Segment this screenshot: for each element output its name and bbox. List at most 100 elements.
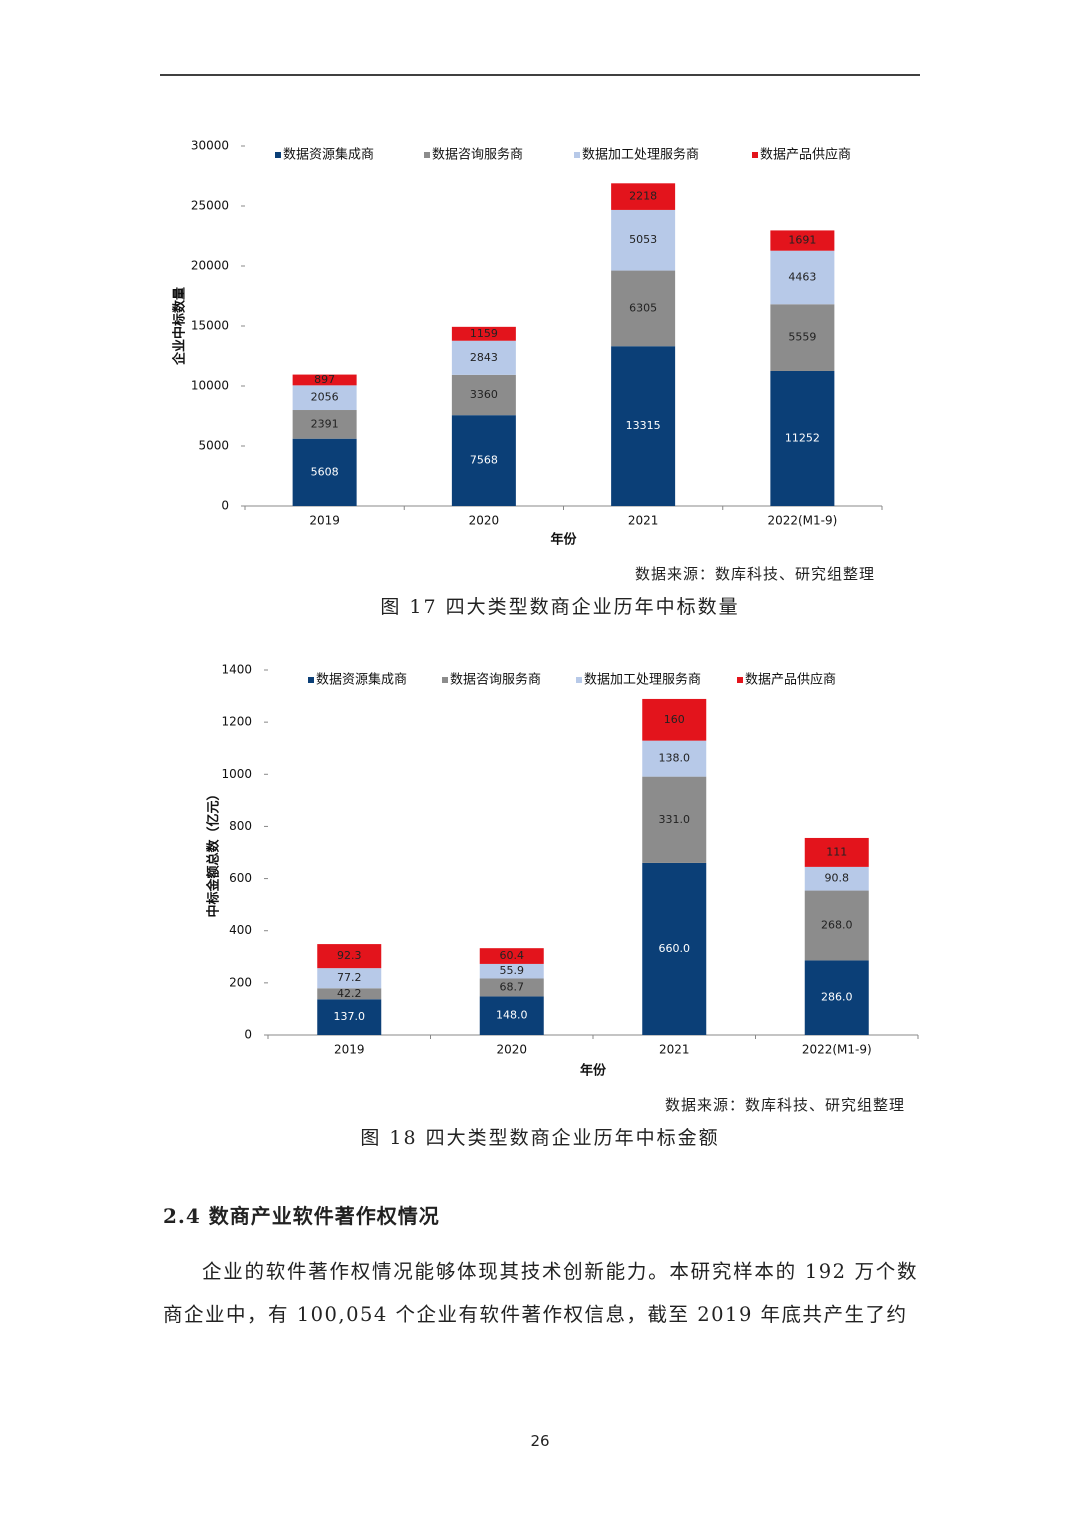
- bar-segment: [770, 250, 835, 305]
- bar-segment: [317, 999, 382, 1035]
- value-label: 2391: [311, 417, 339, 430]
- legend-label: 数据加工处理服务商: [584, 672, 701, 688]
- bar-segment: [292, 385, 357, 411]
- bar-segment: [642, 776, 707, 863]
- value-label: 77.2: [337, 971, 362, 984]
- y-tick-label: 0: [221, 499, 229, 513]
- value-label: 2218: [629, 190, 657, 203]
- section-heading: 2.4 数商产业软件著作权情况: [163, 1204, 440, 1228]
- bar-segment: [479, 996, 544, 1035]
- page-number: 26: [530, 1432, 550, 1450]
- y-tick-label: 15000: [191, 319, 229, 333]
- figure-caption: 图 18 四大类型数商企业历年中标金额: [360, 1127, 720, 1149]
- y-tick-label: 20000: [191, 259, 229, 273]
- x-tick-label: 2020: [469, 514, 500, 528]
- bar-segment: [804, 960, 869, 1035]
- value-label: 4463: [788, 270, 816, 283]
- y-tick-label: 1400: [221, 663, 252, 677]
- value-label: 5053: [629, 233, 657, 246]
- value-label: 92.3: [337, 949, 362, 962]
- x-tick-label: 2022(M1-9): [802, 1043, 872, 1057]
- bar-segment: [317, 944, 382, 969]
- legend-swatch: [442, 677, 448, 683]
- figure-caption: 图 17 四大类型数商企业历年中标数量: [380, 596, 740, 618]
- x-axis-title: 年份: [580, 1063, 607, 1079]
- value-label: 2843: [470, 351, 498, 364]
- y-tick-label: 200: [229, 975, 252, 989]
- value-label: 6305: [629, 301, 657, 314]
- bar-segment: [642, 740, 707, 777]
- legend-swatch: [308, 677, 314, 683]
- value-label: 331.0: [659, 813, 691, 826]
- value-label: 138.0: [659, 752, 691, 765]
- y-tick-label: 800: [229, 819, 252, 833]
- bar-segment: [292, 438, 357, 506]
- y-tick-label: 400: [229, 923, 252, 937]
- value-label: 286.0: [821, 991, 853, 1004]
- bar-segment: [804, 837, 869, 867]
- legend-label: 数据产品供应商: [745, 672, 836, 688]
- value-label: 60.4: [500, 949, 525, 962]
- y-axis-title: 企业中标数量: [172, 287, 188, 366]
- bar-segment: [611, 346, 676, 506]
- x-tick-label: 2021: [628, 514, 659, 528]
- legend-swatch: [576, 677, 582, 683]
- bar-segment: [451, 340, 516, 375]
- legend-swatch: [574, 152, 580, 158]
- bar-segment: [292, 410, 357, 439]
- bar-segment: [642, 862, 707, 1035]
- value-label: 11252: [785, 431, 820, 444]
- y-tick-label: 600: [229, 871, 252, 885]
- value-label: 5559: [788, 331, 816, 344]
- x-tick-label: 2019: [334, 1043, 365, 1057]
- bar-segment: [770, 230, 835, 251]
- legend-label: 数据咨询服务商: [450, 672, 541, 688]
- paragraph: 企业的软件著作权情况能够体现其技术创新能力。本研究样本的 192 万个数商企业中…: [163, 1260, 918, 1326]
- bar-segment: [611, 209, 676, 271]
- legend-swatch: [424, 152, 430, 158]
- y-tick-label: 0: [244, 1028, 252, 1042]
- bar-segment: [292, 374, 357, 386]
- bar-segment: [770, 304, 835, 371]
- value-label: 13315: [626, 419, 661, 432]
- y-tick-label: 30000: [191, 139, 229, 153]
- y-tick-label: 5000: [198, 439, 229, 453]
- legend-label: 数据资源集成商: [316, 672, 407, 688]
- bar-segment: [479, 948, 544, 964]
- value-label: 3360: [470, 388, 498, 401]
- legend-label: 数据资源集成商: [283, 147, 374, 163]
- value-label: 7568: [470, 454, 498, 467]
- value-label: 1159: [470, 327, 498, 340]
- value-label: 111: [826, 845, 847, 858]
- bar-segment: [317, 988, 382, 1000]
- bar-segment: [451, 374, 516, 416]
- bar-segment: [804, 866, 869, 891]
- y-axis-title: 中标金额总数（亿元）: [206, 787, 222, 917]
- value-label: 68.7: [500, 980, 525, 993]
- bar-segment: [611, 270, 676, 347]
- y-tick-label: 1200: [221, 715, 252, 729]
- value-label: 90.8: [825, 872, 850, 885]
- legend-label: 数据产品供应商: [760, 147, 851, 163]
- bar-segment: [317, 968, 382, 989]
- value-label: 148.0: [496, 1009, 528, 1022]
- bar-segment: [642, 698, 707, 741]
- legend-swatch: [737, 677, 743, 683]
- x-tick-label: 2021: [659, 1043, 690, 1057]
- value-label: 1691: [788, 234, 816, 247]
- value-label: 2056: [311, 391, 339, 404]
- value-label: 42.2: [337, 987, 362, 1000]
- x-tick-label: 2020: [496, 1043, 527, 1057]
- bar-segment: [804, 890, 869, 961]
- bar-segment: [611, 183, 676, 210]
- legend-swatch: [752, 152, 758, 158]
- source-note: 数据来源：数库科技、研究组整理: [634, 565, 875, 583]
- value-label: 5608: [311, 465, 339, 478]
- value-label: 268.0: [821, 919, 853, 932]
- value-label: 160: [664, 713, 685, 726]
- y-tick-label: 25000: [191, 199, 229, 213]
- x-tick-label: 2022(M1-9): [767, 514, 837, 528]
- bar-segment: [770, 370, 835, 506]
